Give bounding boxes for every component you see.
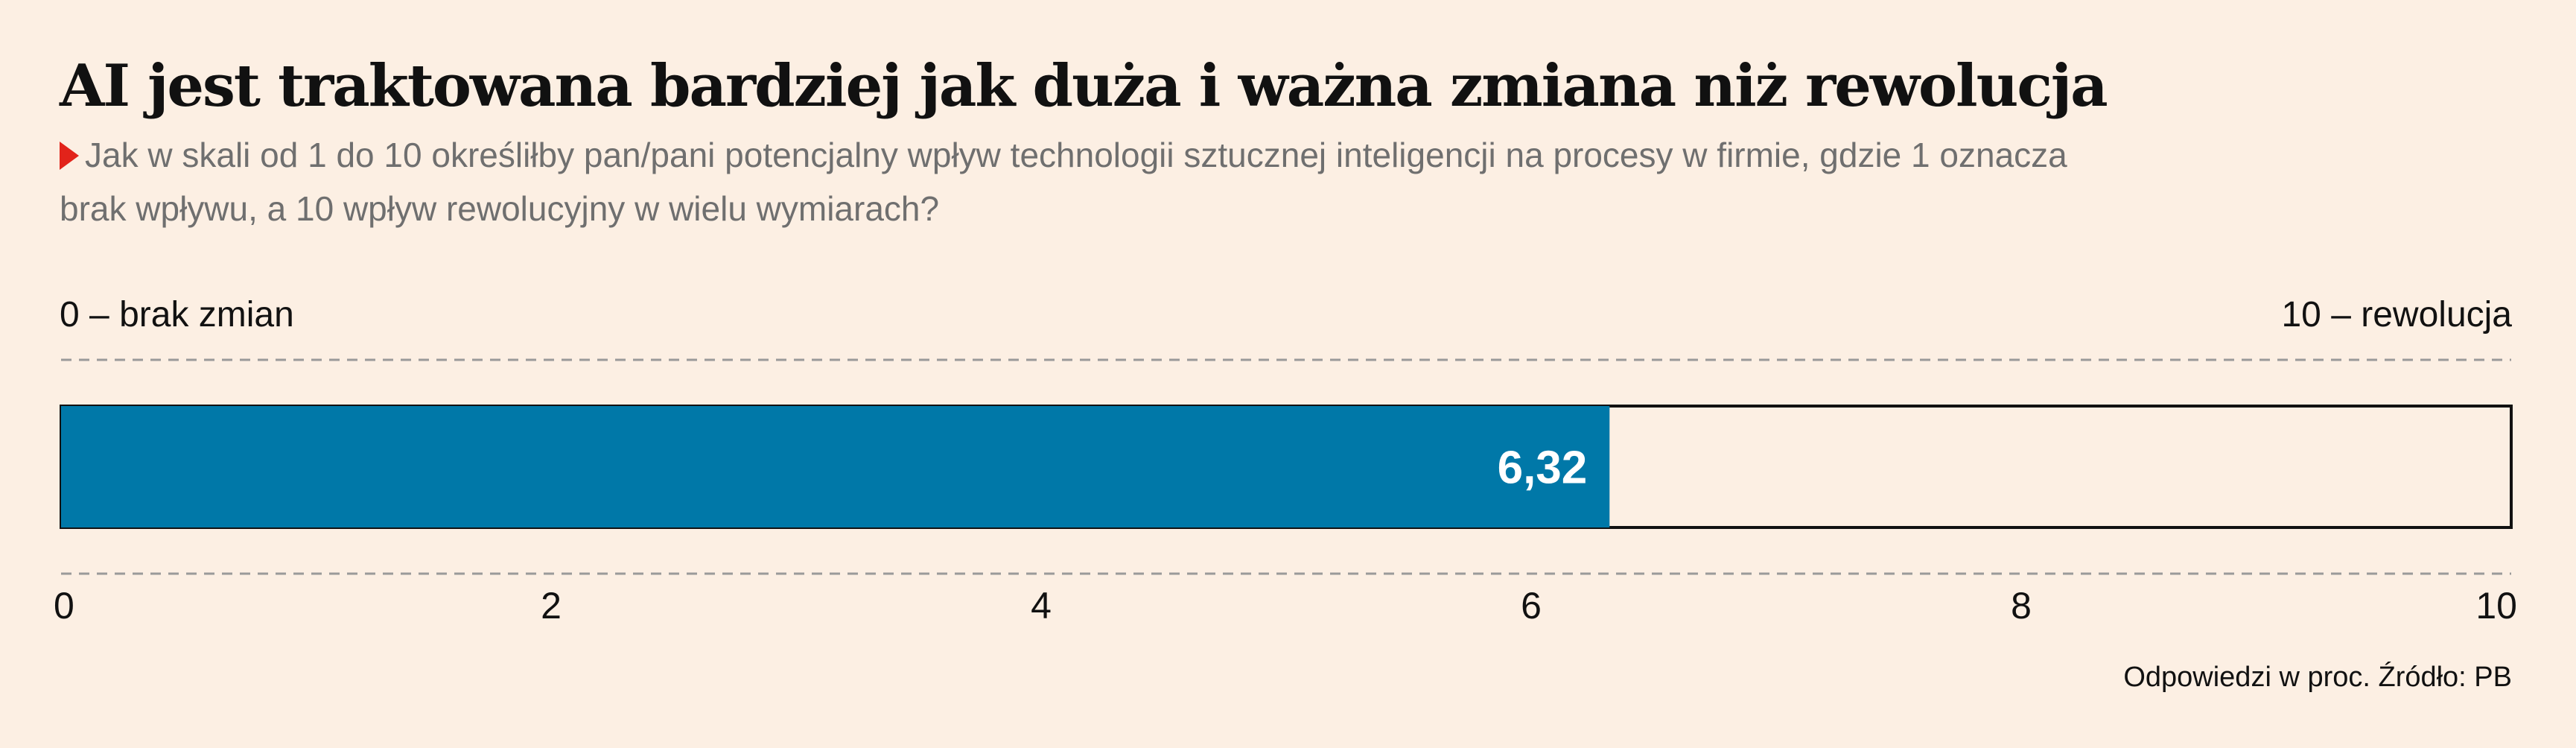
x-tick-label: 0 xyxy=(54,585,74,627)
source-note: Odpowiedzi w proc. Źródło: PB xyxy=(2123,662,2512,693)
x-tick-label: 2 xyxy=(541,585,562,627)
chart-title: AI jest traktowana bardziej jak duża i w… xyxy=(60,52,2108,120)
x-tick-label: 6 xyxy=(1521,585,1542,627)
triangle-marker-icon xyxy=(60,142,79,170)
x-tick-label: 10 xyxy=(2475,585,2517,627)
x-axis-ticks: 0 2 4 6 8 10 xyxy=(54,585,2517,627)
bar-value-label: 6,32 xyxy=(1498,443,1588,494)
scale-max-label: 10 – rewolucja xyxy=(2281,295,2512,335)
scale-min-label: 0 – brak zmian xyxy=(60,295,294,335)
subtitle-text: Jak w skali od 1 do 10 określiłby pan/pa… xyxy=(60,136,2067,228)
x-tick-label: 4 xyxy=(1031,585,1052,627)
bar-value xyxy=(61,406,1610,527)
x-tick-label: 8 xyxy=(2011,585,2032,627)
chart-subtitle: Jak w skali od 1 do 10 określiłby pan/pa… xyxy=(60,128,2070,235)
